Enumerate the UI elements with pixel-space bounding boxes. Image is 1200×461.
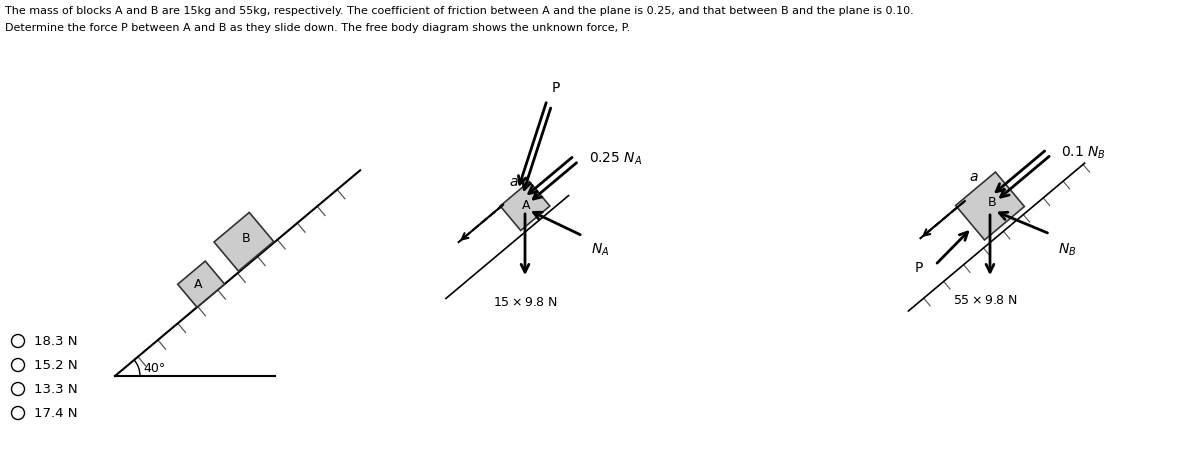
Text: P: P: [551, 82, 559, 95]
Text: The mass of blocks A and B are 15kg and 55kg, respectively. The coefficient of f: The mass of blocks A and B are 15kg and …: [5, 6, 913, 16]
Polygon shape: [955, 172, 1025, 240]
Text: $55\times9.8\ \mathrm{N}$: $55\times9.8\ \mathrm{N}$: [953, 294, 1018, 307]
Text: 13.3 N: 13.3 N: [34, 383, 78, 396]
Text: 15.2 N: 15.2 N: [34, 359, 78, 372]
Text: B: B: [988, 195, 996, 208]
Text: $N_A$: $N_A$: [590, 242, 610, 258]
Text: $N_B$: $N_B$: [1058, 242, 1076, 258]
Text: $0.25\ N_A$: $0.25\ N_A$: [589, 151, 642, 167]
Text: $15\times9.8\ \mathrm{N}$: $15\times9.8\ \mathrm{N}$: [492, 296, 558, 309]
Text: 18.3 N: 18.3 N: [34, 335, 78, 348]
Circle shape: [12, 335, 24, 348]
Circle shape: [12, 359, 24, 372]
Text: 17.4 N: 17.4 N: [34, 407, 78, 420]
Text: a: a: [970, 170, 978, 184]
Text: P: P: [914, 261, 923, 275]
Circle shape: [12, 407, 24, 420]
Polygon shape: [178, 261, 224, 307]
Text: 40°: 40°: [143, 362, 166, 375]
Text: A: A: [522, 199, 530, 212]
Text: Determine the force P between A and B as they slide down. The free body diagram : Determine the force P between A and B as…: [5, 23, 630, 33]
Polygon shape: [214, 213, 274, 271]
Text: B: B: [241, 232, 250, 245]
Polygon shape: [500, 182, 550, 230]
Text: A: A: [194, 278, 203, 291]
Circle shape: [12, 383, 24, 396]
Text: a: a: [510, 175, 518, 189]
Text: $0.1\ N_B$: $0.1\ N_B$: [1061, 144, 1106, 161]
